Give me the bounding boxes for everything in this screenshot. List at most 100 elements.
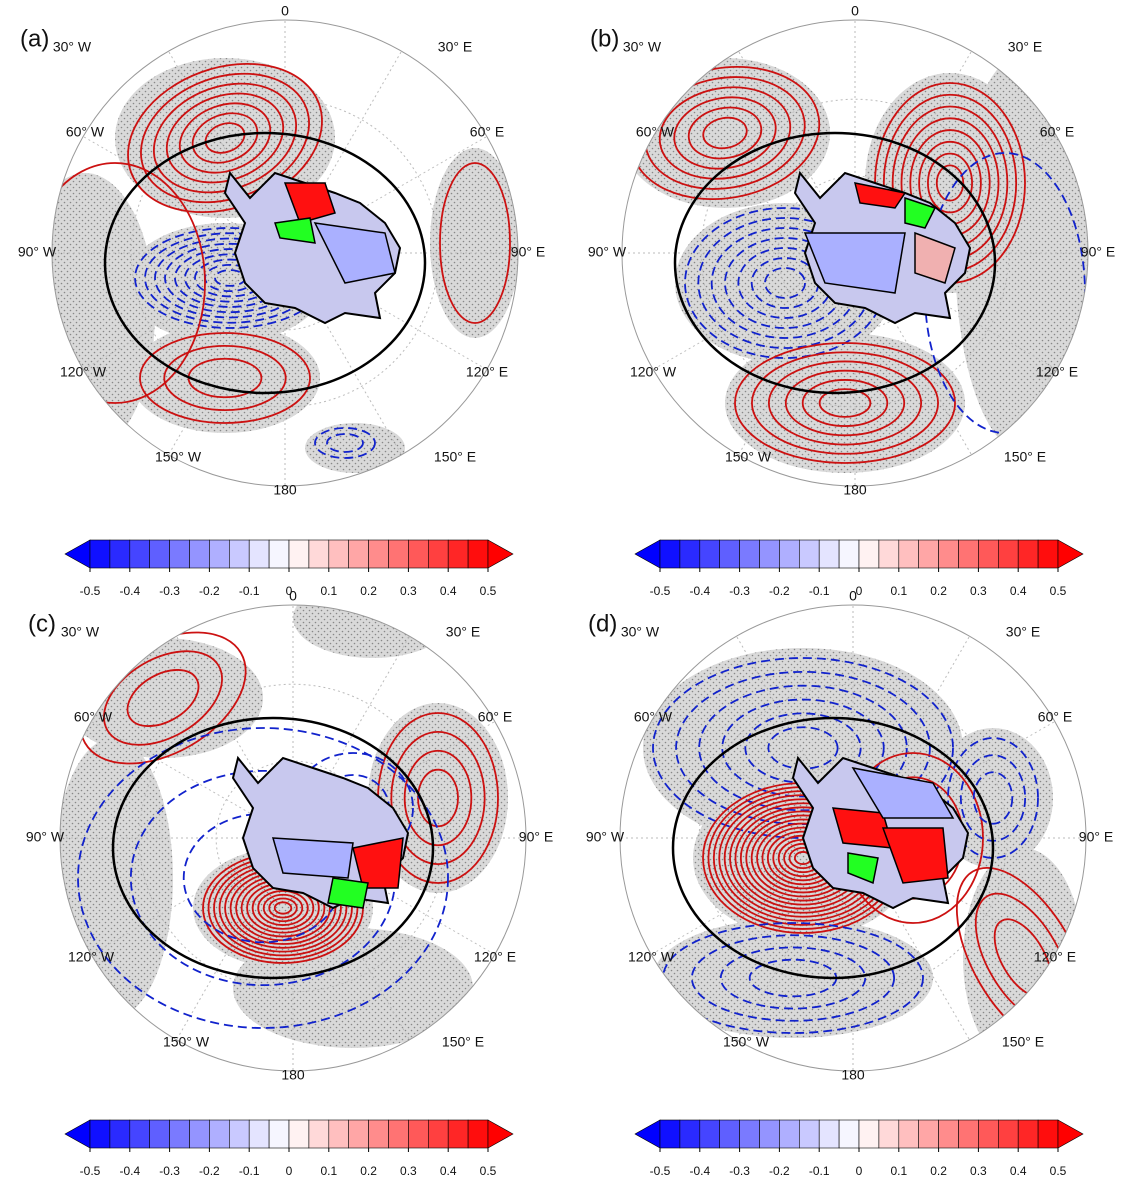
colorbar-box [130, 540, 150, 568]
colorbar-box [209, 1120, 229, 1148]
colorbar: -0.5-0.4-0.3-0.2-0.100.10.20.30.40.5 [635, 1120, 1083, 1178]
longitude-label: 150° E [442, 1034, 484, 1050]
colorbar-box [329, 1120, 349, 1148]
colorbar-box [448, 1120, 468, 1148]
significance-stipple [430, 148, 520, 338]
colorbar-box [720, 540, 740, 568]
colorbar-tick-label: -0.5 [650, 1164, 671, 1178]
colorbar-box [660, 1120, 680, 1148]
colorbar-box [1018, 540, 1038, 568]
colorbar-box [269, 1120, 289, 1148]
colorbar-box [779, 1120, 799, 1148]
colorbar-box [329, 540, 349, 568]
colorbar-box [859, 540, 879, 568]
colorbar-box [799, 540, 819, 568]
longitude-label: 120° W [630, 364, 677, 380]
colorbar-box [859, 1120, 879, 1148]
colorbar-box [998, 1120, 1018, 1148]
longitude-label: 150° E [1002, 1034, 1044, 1050]
colorbar-tick-label: -0.5 [80, 1164, 101, 1178]
colorbar-box [150, 1120, 170, 1148]
colorbar-tick-label: -0.3 [159, 584, 180, 598]
longitude-label: 90° W [26, 829, 65, 845]
colorbar-tick-label: -0.2 [199, 1164, 220, 1178]
longitude-label: 30° W [621, 624, 660, 640]
colorbar-box [959, 540, 979, 568]
colorbar-end [635, 1120, 660, 1148]
colorbar-box [839, 540, 859, 568]
longitude-label: 30° W [53, 39, 92, 55]
colorbar-tick-label: 0.1 [320, 1164, 337, 1178]
colorbar-box [899, 1120, 919, 1148]
colorbar-tick-label: -0.4 [119, 1164, 140, 1178]
colorbar-tick-label: -0.3 [159, 1164, 180, 1178]
colorbar-box [369, 540, 389, 568]
longitude-label: 0 [849, 588, 857, 604]
longitude-label: 180 [841, 1067, 865, 1083]
colorbar-box [150, 540, 170, 568]
colorbar-tick-label: 0.4 [1010, 584, 1027, 598]
map-content [53, 578, 526, 1071]
colorbar-tick-label: -0.1 [809, 584, 830, 598]
longitude-label: 30° W [623, 39, 662, 55]
colorbar-end [1058, 1120, 1083, 1148]
colorbar-box [90, 1120, 110, 1148]
map-content [15, 20, 520, 486]
longitude-label: 30° E [438, 39, 472, 55]
longitude-label: 150° E [1004, 449, 1046, 465]
colorbar-tick-label: 0.2 [930, 584, 947, 598]
map-panel: (b)030° E60° E90° E120° E150° E180150° W… [588, 3, 1115, 498]
longitude-label: 90° E [1079, 829, 1113, 845]
colorbar-end [65, 540, 90, 568]
colorbar-box [468, 540, 488, 568]
longitude-label: 90° E [511, 244, 545, 260]
colorbar-box [740, 1120, 760, 1148]
colorbar-tick-label: 0.5 [1050, 1164, 1067, 1178]
colorbar-box [369, 1120, 389, 1148]
colorbar-box [170, 1120, 190, 1148]
map-content [620, 20, 1095, 486]
colorbar-end [635, 540, 660, 568]
colorbar-tick-label: -0.2 [199, 584, 220, 598]
colorbar-box [879, 540, 899, 568]
longitude-label: 150° E [434, 449, 476, 465]
colorbar-end [488, 540, 513, 568]
colorbar-tick-label: 0.3 [970, 584, 987, 598]
colorbar-box [389, 1120, 409, 1148]
colorbar-tick-label: 0.2 [360, 1164, 377, 1178]
colorbar-box [249, 1120, 269, 1148]
colorbar-tick-label: 0.5 [1050, 584, 1067, 598]
colorbar-tick-label: -0.4 [119, 584, 140, 598]
colorbar-box [90, 540, 110, 568]
colorbar-end [488, 1120, 513, 1148]
longitude-label: 60° E [478, 709, 512, 725]
colorbar-tick-label: 0.5 [480, 1164, 497, 1178]
colorbar-tick-label: -0.3 [729, 1164, 750, 1178]
colorbar-box [760, 1120, 780, 1148]
colorbar-tick-label: -0.3 [729, 584, 750, 598]
colorbar-tick-label: 0.3 [970, 1164, 987, 1178]
colorbar-tick-label: 0.4 [440, 1164, 457, 1178]
colorbar: -0.5-0.4-0.3-0.2-0.100.10.20.30.40.5 [65, 1120, 513, 1178]
significance-stipple [305, 423, 405, 473]
longitude-label: 120° E [466, 364, 508, 380]
colorbar-box [779, 540, 799, 568]
colorbar-tick-label: 0.3 [400, 1164, 417, 1178]
longitude-label: 180 [281, 1067, 305, 1083]
longitude-label: 180 [273, 482, 297, 498]
figure: (a)030° E60° E90° E120° E150° E180150° W… [0, 0, 1131, 1197]
colorbar-tick-label: -0.4 [689, 1164, 710, 1178]
longitude-label: 180 [843, 482, 867, 498]
colorbar-tick-label: -0.1 [239, 1164, 260, 1178]
colorbar-box [269, 540, 289, 568]
colorbar-tick-label: 0.5 [480, 584, 497, 598]
colorbar-box [939, 1120, 959, 1148]
colorbar-box [190, 540, 210, 568]
longitude-label: 120° W [68, 949, 115, 965]
colorbar-box [289, 540, 309, 568]
panel-label: (d) [588, 610, 617, 637]
longitude-label: 0 [289, 588, 297, 604]
colorbar-tick-label: 0.1 [890, 584, 907, 598]
longitude-label: 30° W [61, 624, 100, 640]
